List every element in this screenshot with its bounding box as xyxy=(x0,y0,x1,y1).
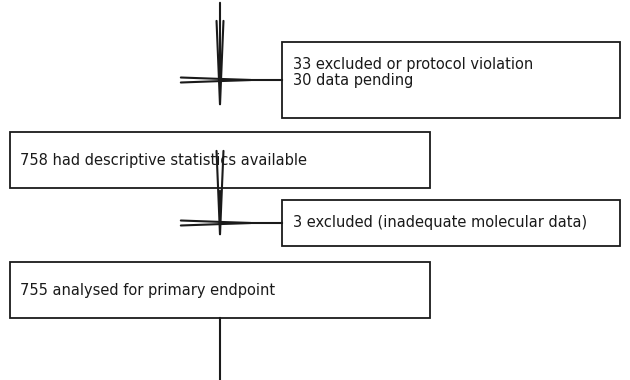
Bar xyxy=(282,42,620,118)
Text: 3 excluded (inadequate molecular data): 3 excluded (inadequate molecular data) xyxy=(293,215,587,231)
Text: 33 excluded or protocol violation: 33 excluded or protocol violation xyxy=(293,57,533,73)
Text: 758 had descriptive statistics available: 758 had descriptive statistics available xyxy=(20,152,307,168)
Text: 755 analysed for primary endpoint: 755 analysed for primary endpoint xyxy=(20,282,275,298)
Bar xyxy=(10,262,430,318)
Bar xyxy=(282,200,620,246)
Bar xyxy=(10,132,430,188)
Text: 30 data pending: 30 data pending xyxy=(293,73,413,89)
